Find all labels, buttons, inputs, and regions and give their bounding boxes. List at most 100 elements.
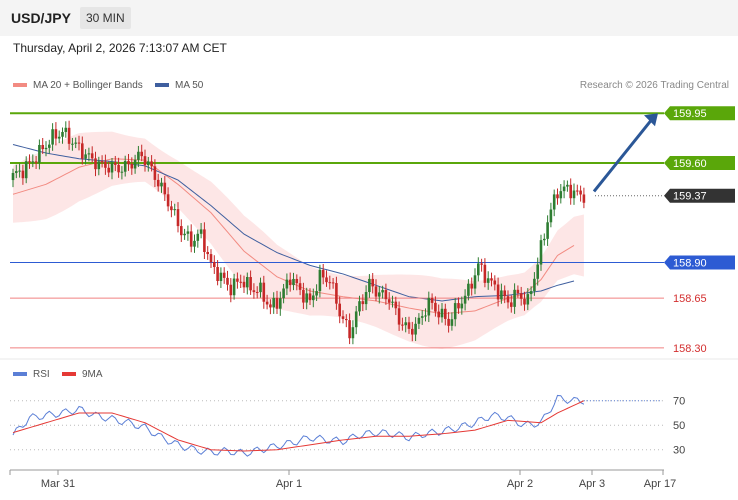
candle-body	[279, 298, 282, 309]
level-label-158-65: 158.65	[673, 293, 707, 305]
candle-body	[483, 264, 487, 283]
rsi-tick-label: 50	[673, 420, 685, 432]
candle-body	[196, 233, 200, 241]
candle-body	[477, 263, 480, 276]
candle-body	[285, 279, 289, 289]
candle-body	[71, 143, 74, 145]
candle-body	[325, 277, 328, 283]
candle-body	[490, 278, 493, 281]
candle-body	[153, 166, 157, 180]
candle-body	[391, 301, 394, 303]
candle-body	[292, 278, 295, 286]
candle-body	[576, 190, 579, 192]
candle-body	[328, 282, 332, 284]
candle-body	[338, 303, 341, 317]
candle-body	[166, 194, 170, 207]
candle-body	[48, 144, 51, 148]
x-tick-label: Apr 17	[644, 478, 676, 490]
candle-body	[259, 282, 262, 293]
candle-body	[31, 161, 35, 163]
candle-body	[288, 279, 292, 286]
candle-body	[110, 162, 114, 173]
candle-body	[222, 272, 226, 278]
candle-body	[160, 182, 163, 187]
candle-body	[533, 278, 536, 292]
candle-body	[506, 296, 510, 303]
candle-body	[546, 222, 549, 239]
candle-body	[579, 190, 582, 195]
candle-body	[206, 251, 209, 255]
candle-body	[143, 156, 147, 166]
candle-body	[34, 161, 38, 163]
candle-body	[315, 291, 318, 296]
candle-body	[15, 171, 18, 173]
candle-body	[140, 151, 143, 157]
target-arrow-shaft	[592, 118, 654, 193]
candle-body	[252, 290, 256, 292]
candle-body	[90, 153, 94, 159]
candle-body	[523, 298, 526, 305]
candle-body	[447, 318, 450, 326]
candle-body	[262, 282, 266, 302]
candle-body	[209, 254, 213, 263]
candle-body	[137, 151, 140, 160]
candle-body	[450, 319, 454, 326]
candle-body	[232, 278, 236, 296]
ma50-line	[12, 144, 575, 302]
candle-body	[424, 315, 427, 317]
candle-body	[437, 311, 440, 318]
candle-body	[397, 308, 401, 325]
level-label-159-95: 159.95	[673, 108, 707, 120]
candle-body	[24, 161, 28, 179]
candle-body	[213, 262, 216, 268]
candle-body	[582, 194, 586, 203]
candle-body	[173, 209, 176, 211]
legend-ma50-label: MA 50	[175, 80, 204, 91]
candle-body	[57, 136, 61, 139]
legend-ma50-swatch	[155, 83, 169, 88]
candle-body	[54, 129, 58, 139]
candle-body	[180, 226, 183, 236]
candle-body	[255, 291, 259, 293]
candle-body	[411, 328, 414, 335]
candle-body	[203, 229, 206, 252]
candle-body	[335, 283, 338, 304]
candle-body	[368, 278, 371, 293]
level-label-158-30: 158.30	[673, 343, 707, 355]
candle-body	[341, 316, 345, 319]
candle-body	[420, 316, 424, 318]
candle-body	[302, 289, 305, 303]
candle-body	[440, 308, 444, 318]
candle-body	[117, 164, 120, 173]
candle-body	[127, 160, 130, 165]
candle-body	[272, 297, 275, 308]
candle-body	[97, 161, 101, 170]
candle-body	[189, 231, 193, 247]
x-tick-label: Apr 2	[507, 478, 533, 490]
level-tag-159-95	[664, 106, 735, 121]
chart-header: USD/JPY 30 MIN	[0, 0, 738, 36]
candle-body	[120, 171, 124, 173]
candle-body	[427, 297, 431, 316]
candle-body	[503, 290, 506, 297]
candle-body	[84, 154, 87, 159]
legend-rsi: RSI	[13, 369, 50, 380]
candle-body	[295, 278, 299, 284]
candle-body	[444, 308, 447, 319]
candle-body	[381, 290, 384, 293]
candle-body	[77, 142, 81, 144]
candle-body	[183, 233, 186, 236]
candle-body	[559, 191, 563, 199]
timeframe-badge[interactable]: 30 MIN	[80, 7, 131, 29]
candle-body	[566, 184, 569, 187]
candle-body	[150, 161, 153, 167]
candle-body	[536, 264, 539, 279]
candle-body	[493, 280, 497, 285]
target-arrow-head	[644, 113, 658, 127]
level-label-159-37: 159.37	[673, 191, 707, 203]
candle-body	[100, 161, 104, 163]
candle-body	[473, 275, 477, 289]
candle-body	[156, 179, 160, 187]
candle-body	[384, 290, 388, 300]
